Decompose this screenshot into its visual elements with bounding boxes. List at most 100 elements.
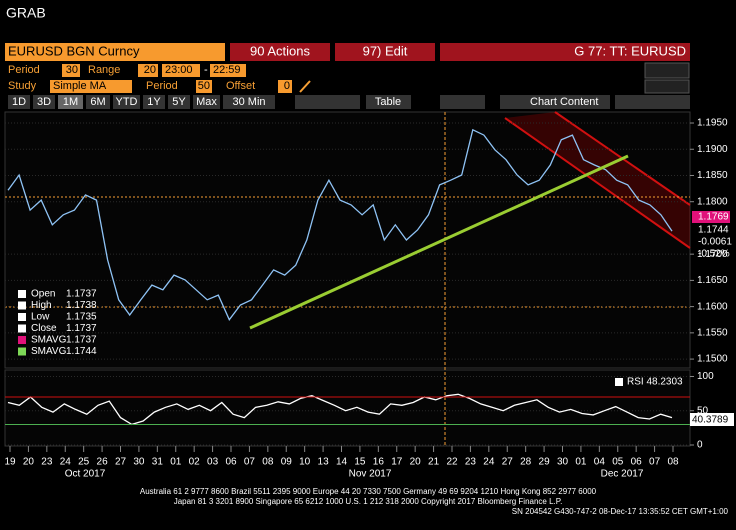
field-value[interactable]: 23:00 <box>165 64 193 76</box>
x-tick-label: 24 <box>60 457 72 468</box>
x-tick-label: 27 <box>502 457 514 468</box>
legend-value: 1.1738 <box>66 300 97 311</box>
legend-value: 1.1737 <box>66 335 97 346</box>
period-button[interactable] <box>33 95 55 109</box>
legend-label: Low <box>31 312 50 323</box>
period-label[interactable]: 3D <box>37 96 51 108</box>
period-button[interactable] <box>143 95 165 109</box>
period-button[interactable] <box>193 95 220 109</box>
last-value-box <box>690 413 734 426</box>
price-tag-label: -0.52% <box>698 249 730 260</box>
period-label[interactable]: 1D <box>12 96 26 108</box>
x-tick-label: 14 <box>336 457 348 468</box>
settings-icons[interactable] <box>615 95 690 109</box>
footer: SN 204542 G430-747-2 08-Dec-17 13:35:52 … <box>512 507 729 516</box>
field[interactable] <box>50 80 132 93</box>
trend-line <box>249 154 629 330</box>
price-panel <box>4 111 691 369</box>
field[interactable] <box>278 80 292 93</box>
chart-content-button[interactable] <box>500 95 610 109</box>
x-tick-label: 10 <box>299 457 311 468</box>
legend-value: 1.1744 <box>66 346 97 357</box>
edit[interactable]: 97) Edit <box>363 43 408 58</box>
period-button[interactable] <box>223 95 275 109</box>
x-tick-label: 09 <box>281 457 293 468</box>
x-tick-label: 01 <box>575 457 587 468</box>
tool-icons[interactable] <box>295 95 360 109</box>
x-tick-label: 30 <box>133 457 145 468</box>
month-label: Nov 2017 <box>349 469 392 480</box>
actions-button[interactable] <box>230 43 330 61</box>
legend-value: 1.1735 <box>66 312 97 323</box>
label: Study <box>8 80 37 92</box>
y-tick-label: 1.1550 <box>697 327 728 338</box>
x-tick-label: 17 <box>391 457 403 468</box>
period-button[interactable] <box>86 95 110 109</box>
table[interactable]: Table <box>375 96 401 108</box>
field[interactable] <box>210 64 246 77</box>
undo-button[interactable] <box>644 62 690 79</box>
x-tick-label: 27 <box>115 457 127 468</box>
period-label[interactable]: 6M <box>90 96 105 108</box>
field-value[interactable]: 0 <box>284 80 290 92</box>
rsi-legend: RSI 48.2303 <box>627 377 683 388</box>
field-value[interactable]: Simple MA <box>53 80 107 92</box>
chart-content[interactable]: Chart Content <box>530 96 598 108</box>
legend-label: High <box>31 300 52 311</box>
legend-swatch <box>18 301 26 310</box>
table-button[interactable] <box>366 95 411 109</box>
legend-swatch <box>18 313 26 321</box>
field-value[interactable]: 20 <box>144 64 156 76</box>
redo-button[interactable] <box>644 79 690 94</box>
x-tick-label: 24 <box>483 457 495 468</box>
field-value[interactable]: 30 <box>66 64 78 76</box>
x-tick-label: 20 <box>410 457 422 468</box>
price-tag-label: 1.1744 <box>698 225 729 236</box>
x-tick-label: 02 <box>189 457 201 468</box>
actions[interactable]: 90 Actions <box>250 43 310 58</box>
month-label: Oct 2017 <box>65 469 106 480</box>
x-tick-label: 07 <box>244 457 256 468</box>
x-tick-label: 07 <box>649 457 661 468</box>
legend-label: SMAVG <box>31 346 67 357</box>
footer: Japan 81 3 3201 8900 Singapore 65 6212 1… <box>174 497 563 506</box>
field[interactable] <box>196 80 212 93</box>
x-tick-label: 23 <box>465 457 477 468</box>
period-button[interactable] <box>168 95 190 109</box>
period-label[interactable]: 30 Min <box>232 96 265 108</box>
field[interactable] <box>162 64 200 77</box>
period-button[interactable] <box>58 95 83 109</box>
pencil-icon[interactable] <box>299 80 311 93</box>
period-button[interactable] <box>8 95 30 109</box>
field-value[interactable]: 22:59 <box>213 64 241 76</box>
edit-button[interactable] <box>335 43 435 61</box>
period-button[interactable] <box>113 95 140 109</box>
x-tick-label: 21 <box>428 457 440 468</box>
x-tick-label: 03 <box>207 457 219 468</box>
y-tick-label: 1.1950 <box>697 118 728 129</box>
period-label[interactable]: 1M <box>63 96 78 108</box>
security[interactable]: EURUSD BGN Curncy <box>8 43 140 58</box>
label: Period <box>8 64 40 76</box>
x-tick-label: 04 <box>594 457 606 468</box>
x-tick-label: 22 <box>446 457 458 468</box>
collapse-button[interactable] <box>440 95 485 109</box>
period-label[interactable]: Max <box>196 96 217 108</box>
period-label[interactable]: 5Y <box>172 96 186 108</box>
legend-label: SMAVG <box>31 335 67 346</box>
legend-label: Close <box>31 323 57 334</box>
security-field[interactable] <box>5 43 225 61</box>
field-value[interactable]: 50 <box>198 80 210 92</box>
x-tick-label: 08 <box>262 457 274 468</box>
channel <box>505 112 690 248</box>
field[interactable] <box>62 64 80 77</box>
x-tick-label: 13 <box>318 457 330 468</box>
period-label[interactable]: 1Y <box>147 96 161 108</box>
field[interactable] <box>138 64 158 77</box>
y-tick-label: 1.1500 <box>697 354 728 365</box>
channel-line <box>504 117 691 249</box>
x-tick-label: 30 <box>557 457 569 468</box>
x-tick-label: 16 <box>373 457 385 468</box>
period-label[interactable]: YTD <box>116 96 138 108</box>
x-tick-label: 28 <box>520 457 532 468</box>
